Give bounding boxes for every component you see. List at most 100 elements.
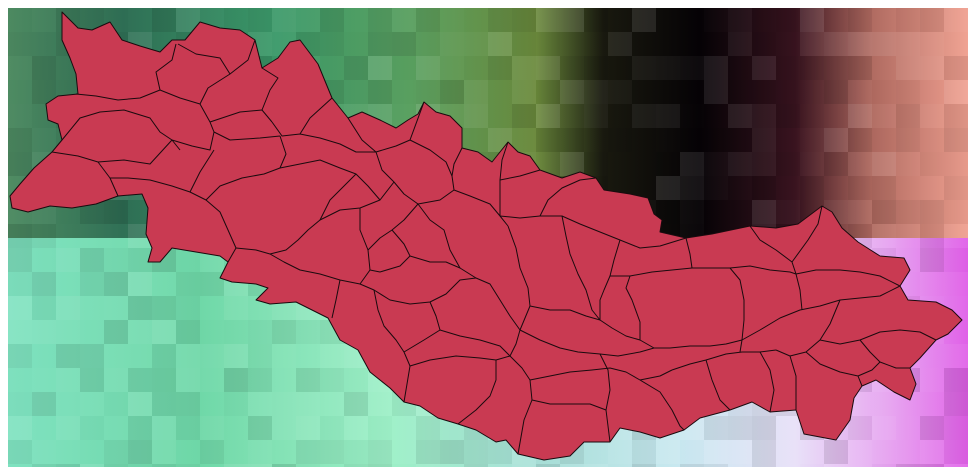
raster-pixel (944, 416, 968, 440)
raster-pixel (872, 392, 896, 416)
raster-pixel (32, 56, 56, 80)
raster-pixel (920, 416, 944, 440)
raster-pixel (512, 8, 536, 32)
raster-pixel (32, 392, 56, 416)
raster-pixel (680, 440, 704, 464)
raster-pixel (296, 368, 320, 392)
raster-pixel (728, 200, 752, 224)
raster-pixel (656, 464, 680, 467)
raster-pixel (800, 32, 824, 56)
raster-pixel (632, 440, 656, 464)
raster-pixel (824, 152, 848, 176)
raster-pixel (248, 344, 272, 368)
raster-pixel (32, 32, 56, 56)
raster-pixel (320, 344, 344, 368)
raster-pixel (536, 80, 560, 104)
raster-pixel (224, 296, 248, 320)
raster-pixel (944, 104, 968, 128)
raster-pixel (944, 128, 968, 152)
raster-pixel (8, 32, 32, 56)
raster-pixel (896, 200, 920, 224)
raster-pixel (32, 224, 56, 248)
raster-pixel (56, 248, 80, 272)
raster-pixel (8, 464, 32, 467)
raster-pixel (584, 440, 608, 464)
raster-pixel (224, 344, 248, 368)
raster-pixel (320, 464, 344, 467)
raster-pixel (944, 80, 968, 104)
raster-pixel (752, 104, 776, 128)
raster-pixel (848, 200, 872, 224)
raster-pixel (872, 8, 896, 32)
raster-pixel (176, 416, 200, 440)
raster-pixel (704, 416, 728, 440)
raster-pixel (896, 176, 920, 200)
raster-pixel (80, 248, 104, 272)
raster-pixel (344, 416, 368, 440)
raster-pixel (656, 176, 680, 200)
raster-pixel (656, 8, 680, 32)
raster-pixel (80, 272, 104, 296)
raster-pixel (920, 176, 944, 200)
raster-pixel (632, 104, 656, 128)
raster-pixel (176, 440, 200, 464)
raster-pixel (800, 128, 824, 152)
raster-pixel (944, 152, 968, 176)
raster-pixel (296, 8, 320, 32)
raster-pixel (80, 224, 104, 248)
raster-pixel (608, 440, 632, 464)
raster-pixel (728, 56, 752, 80)
raster-pixel (920, 368, 944, 392)
raster-pixel (776, 152, 800, 176)
raster-pixel (80, 440, 104, 464)
raster-pixel (152, 272, 176, 296)
map-canvas[interactable] (8, 8, 968, 467)
raster-pixel (488, 56, 512, 80)
raster-pixel (368, 32, 392, 56)
raster-pixel (680, 80, 704, 104)
raster-pixel (440, 32, 464, 56)
raster-pixel (344, 392, 368, 416)
raster-pixel (920, 464, 944, 467)
raster-pixel (56, 224, 80, 248)
raster-pixel (704, 128, 728, 152)
raster-pixel (752, 80, 776, 104)
raster-pixel (632, 80, 656, 104)
raster-pixel (752, 8, 776, 32)
raster-pixel (656, 440, 680, 464)
raster-pixel (464, 464, 488, 467)
raster-pixel (272, 416, 296, 440)
raster-pixel (296, 392, 320, 416)
raster-pixel (440, 80, 464, 104)
map-svg[interactable] (8, 8, 968, 467)
raster-pixel (176, 368, 200, 392)
raster-pixel (728, 176, 752, 200)
raster-pixel (464, 128, 488, 152)
raster-pixel (320, 8, 344, 32)
raster-pixel (8, 152, 32, 176)
raster-pixel (176, 392, 200, 416)
raster-pixel (80, 464, 104, 467)
raster-pixel (920, 248, 944, 272)
sub-basin-layer[interactable] (9, 11, 963, 461)
raster-pixel (440, 56, 464, 80)
raster-pixel (776, 176, 800, 200)
raster-pixel (872, 128, 896, 152)
raster-pixel (824, 56, 848, 80)
raster-pixel (920, 8, 944, 32)
raster-pixel (848, 152, 872, 176)
raster-pixel (56, 392, 80, 416)
raster-pixel (704, 56, 728, 80)
raster-pixel (704, 80, 728, 104)
raster-pixel (272, 440, 296, 464)
raster-pixel (608, 128, 632, 152)
raster-pixel (944, 368, 968, 392)
raster-pixel (32, 344, 56, 368)
raster-pixel (32, 8, 56, 32)
raster-pixel (32, 416, 56, 440)
raster-pixel (752, 152, 776, 176)
raster-pixel (104, 200, 128, 224)
raster-pixel (320, 32, 344, 56)
raster-pixel (104, 248, 128, 272)
raster-pixel (32, 296, 56, 320)
